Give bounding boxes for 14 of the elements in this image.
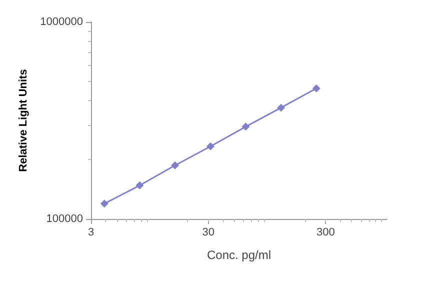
x-tick-label: 3 bbox=[88, 226, 94, 238]
point bbox=[242, 122, 250, 131]
point bbox=[171, 161, 180, 170]
point bbox=[206, 142, 214, 150]
x-axis-title: Conc. pg/ml bbox=[206, 248, 272, 262]
point bbox=[277, 104, 286, 112]
x-tick-label: 30 bbox=[202, 226, 214, 238]
x-tick-label: 300 bbox=[316, 226, 335, 238]
y-tick-label: 1000000 bbox=[40, 16, 83, 28]
y-axis-title: Relative Light Units bbox=[18, 69, 30, 172]
point bbox=[136, 181, 144, 190]
point bbox=[100, 200, 108, 208]
point bbox=[312, 84, 320, 92]
y-tick-label: 100000 bbox=[46, 213, 83, 225]
